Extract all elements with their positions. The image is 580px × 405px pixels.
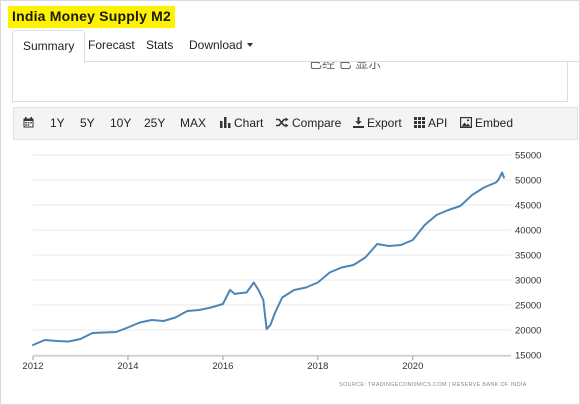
tab-summary[interactable]: Summary bbox=[12, 30, 86, 63]
x-tick-label: 2018 bbox=[307, 361, 328, 372]
y-tick-label: 25000 bbox=[515, 301, 541, 312]
export-button[interactable]: Export bbox=[353, 108, 402, 139]
shuffle-icon bbox=[276, 117, 289, 128]
y-tick-label: 55000 bbox=[515, 151, 541, 162]
range-10y-button[interactable]: 10Y bbox=[110, 116, 132, 130]
chart-label: Chart bbox=[234, 116, 264, 130]
download-icon bbox=[353, 117, 364, 129]
x-tick-label: 2016 bbox=[212, 361, 233, 372]
caret-down-icon bbox=[247, 42, 254, 47]
range-5y-button[interactable]: 5Y bbox=[80, 116, 95, 130]
embed-label: Embed bbox=[475, 116, 514, 130]
range-max-button[interactable]: MAX bbox=[180, 116, 207, 130]
source-note: SOURCE: TRADINGECONOMICS.COM | RESERVE B… bbox=[339, 382, 527, 388]
cut-off-text: 已经 已 显示 bbox=[309, 62, 382, 71]
export-label: Export bbox=[367, 116, 402, 130]
y-tick-label: 20000 bbox=[515, 326, 541, 337]
x-tick-label: 2012 bbox=[22, 361, 43, 372]
calendar-icon[interactable] bbox=[23, 108, 37, 139]
chart-type-button[interactable]: Chart bbox=[220, 108, 263, 139]
chart-area: 15000 20000 25000 30000 35000 40000 45000 50000… bbox=[13, 140, 578, 405]
api-label: API bbox=[428, 116, 448, 130]
x-tick-label: 2020 bbox=[402, 361, 423, 372]
tab-download[interactable]: Download bbox=[179, 30, 263, 62]
grid-icon bbox=[414, 117, 425, 129]
tab-forecast[interactable]: Forecast bbox=[88, 38, 135, 52]
title-highlight: India Money Supply M2 bbox=[8, 6, 175, 28]
tab-stats[interactable]: Stats bbox=[146, 38, 174, 52]
summary-panel: 已经 已 显示 bbox=[12, 62, 568, 102]
series-line bbox=[32, 171, 505, 346]
image-icon bbox=[460, 117, 473, 129]
range-25y-button[interactable]: 25Y bbox=[144, 116, 166, 130]
y-tick-label: 35000 bbox=[515, 251, 541, 262]
chart-toolbar: 1Y 5Y 10Y 25Y MAX Chart Compare Export A… bbox=[13, 107, 578, 140]
tab-download-label: Download bbox=[189, 38, 243, 52]
line-chart: 15000 20000 25000 30000 35000 40000 45000 50000… bbox=[22, 151, 541, 373]
y-tick-label: 30000 bbox=[515, 276, 541, 287]
api-button[interactable]: API bbox=[414, 108, 447, 139]
y-tick-label: 15000 bbox=[515, 351, 541, 362]
y-tick-label: 50000 bbox=[515, 176, 541, 187]
bar-chart-icon bbox=[220, 117, 231, 129]
x-tick-label: 2014 bbox=[117, 361, 138, 372]
range-1y-button[interactable]: 1Y bbox=[50, 116, 65, 130]
y-tick-label: 45000 bbox=[515, 201, 541, 212]
embed-button[interactable]: Embed bbox=[460, 108, 513, 139]
compare-label: Compare bbox=[292, 116, 342, 130]
page-title: India Money Supply M2 bbox=[12, 8, 171, 24]
tab-bar: Summary Forecast Stats Download bbox=[12, 30, 580, 63]
y-tick-label: 40000 bbox=[515, 226, 541, 237]
compare-button[interactable]: Compare bbox=[276, 108, 341, 139]
